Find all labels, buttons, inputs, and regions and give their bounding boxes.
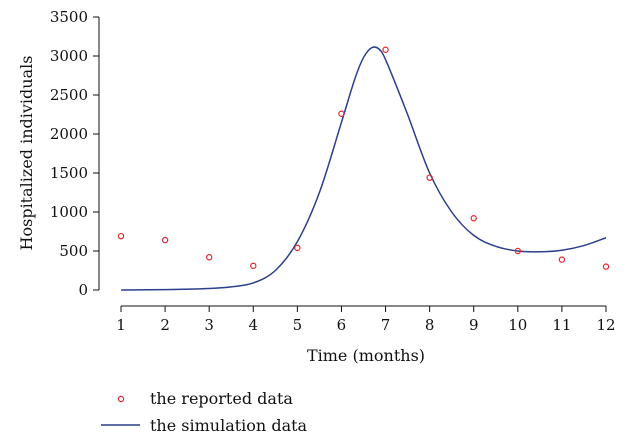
x-tick-label-10: 11 <box>552 316 571 334</box>
reported-point-9 <box>470 215 477 222</box>
x-tick-label-11: 12 <box>596 316 615 334</box>
x-ticks: 1 2 3 4 5 6 7 8 9 10 11 12 <box>116 306 616 334</box>
y-tick-label-0: 0 <box>78 281 88 299</box>
x-tick-label-3: 4 <box>248 316 258 334</box>
x-tick-label-2: 3 <box>204 316 214 334</box>
x-tick-label-9: 10 <box>508 316 527 334</box>
reported-point-3 <box>205 254 213 261</box>
y-tick-label-6: 3000 <box>50 47 88 65</box>
y-tick-label-7: 3500 <box>50 8 88 26</box>
legend-marker-reported <box>117 395 125 403</box>
x-tick-label-7: 8 <box>425 316 435 334</box>
y-tick-label-4: 2000 <box>50 125 88 143</box>
y-tick-label-1: 500 <box>59 242 88 260</box>
reported-point-5 <box>294 244 301 252</box>
y-tick-label-5: 2500 <box>50 86 88 104</box>
reported-point-1 <box>117 232 125 240</box>
x-tick-label-1: 2 <box>160 316 170 334</box>
x-tick-label-5: 6 <box>337 316 347 334</box>
reported-point-4 <box>250 262 257 270</box>
x-tick-label-6: 7 <box>381 316 391 334</box>
simulation-line <box>120 46 607 291</box>
reported-point-2 <box>161 236 169 244</box>
y-ticks: 0 500 1000 1500 2000 2500 3000 3500 <box>50 8 99 299</box>
reported-point-10 <box>514 247 522 255</box>
legend: the reported data the simulation data <box>101 389 308 435</box>
axes <box>98 17 606 307</box>
x-tick-label-0: 1 <box>116 316 126 334</box>
x-axis-title: Time (months) <box>307 346 425 365</box>
legend-label-simulation: the simulation data <box>150 416 308 435</box>
reported-point-7 <box>382 46 389 53</box>
x-tick-label-4: 5 <box>293 316 303 334</box>
reported-point-12 <box>602 263 610 270</box>
legend-label-reported: the reported data <box>150 389 293 408</box>
y-tick-label-3: 1500 <box>50 164 88 182</box>
reported-point-11 <box>558 256 566 263</box>
reported-point-6 <box>338 110 345 117</box>
y-axis-title: Hospitalized individuals <box>17 56 36 251</box>
plot-area <box>117 46 610 291</box>
reported-point-8 <box>426 174 433 181</box>
y-tick-label-2: 1000 <box>50 203 88 221</box>
x-tick-label-8: 9 <box>469 316 479 334</box>
